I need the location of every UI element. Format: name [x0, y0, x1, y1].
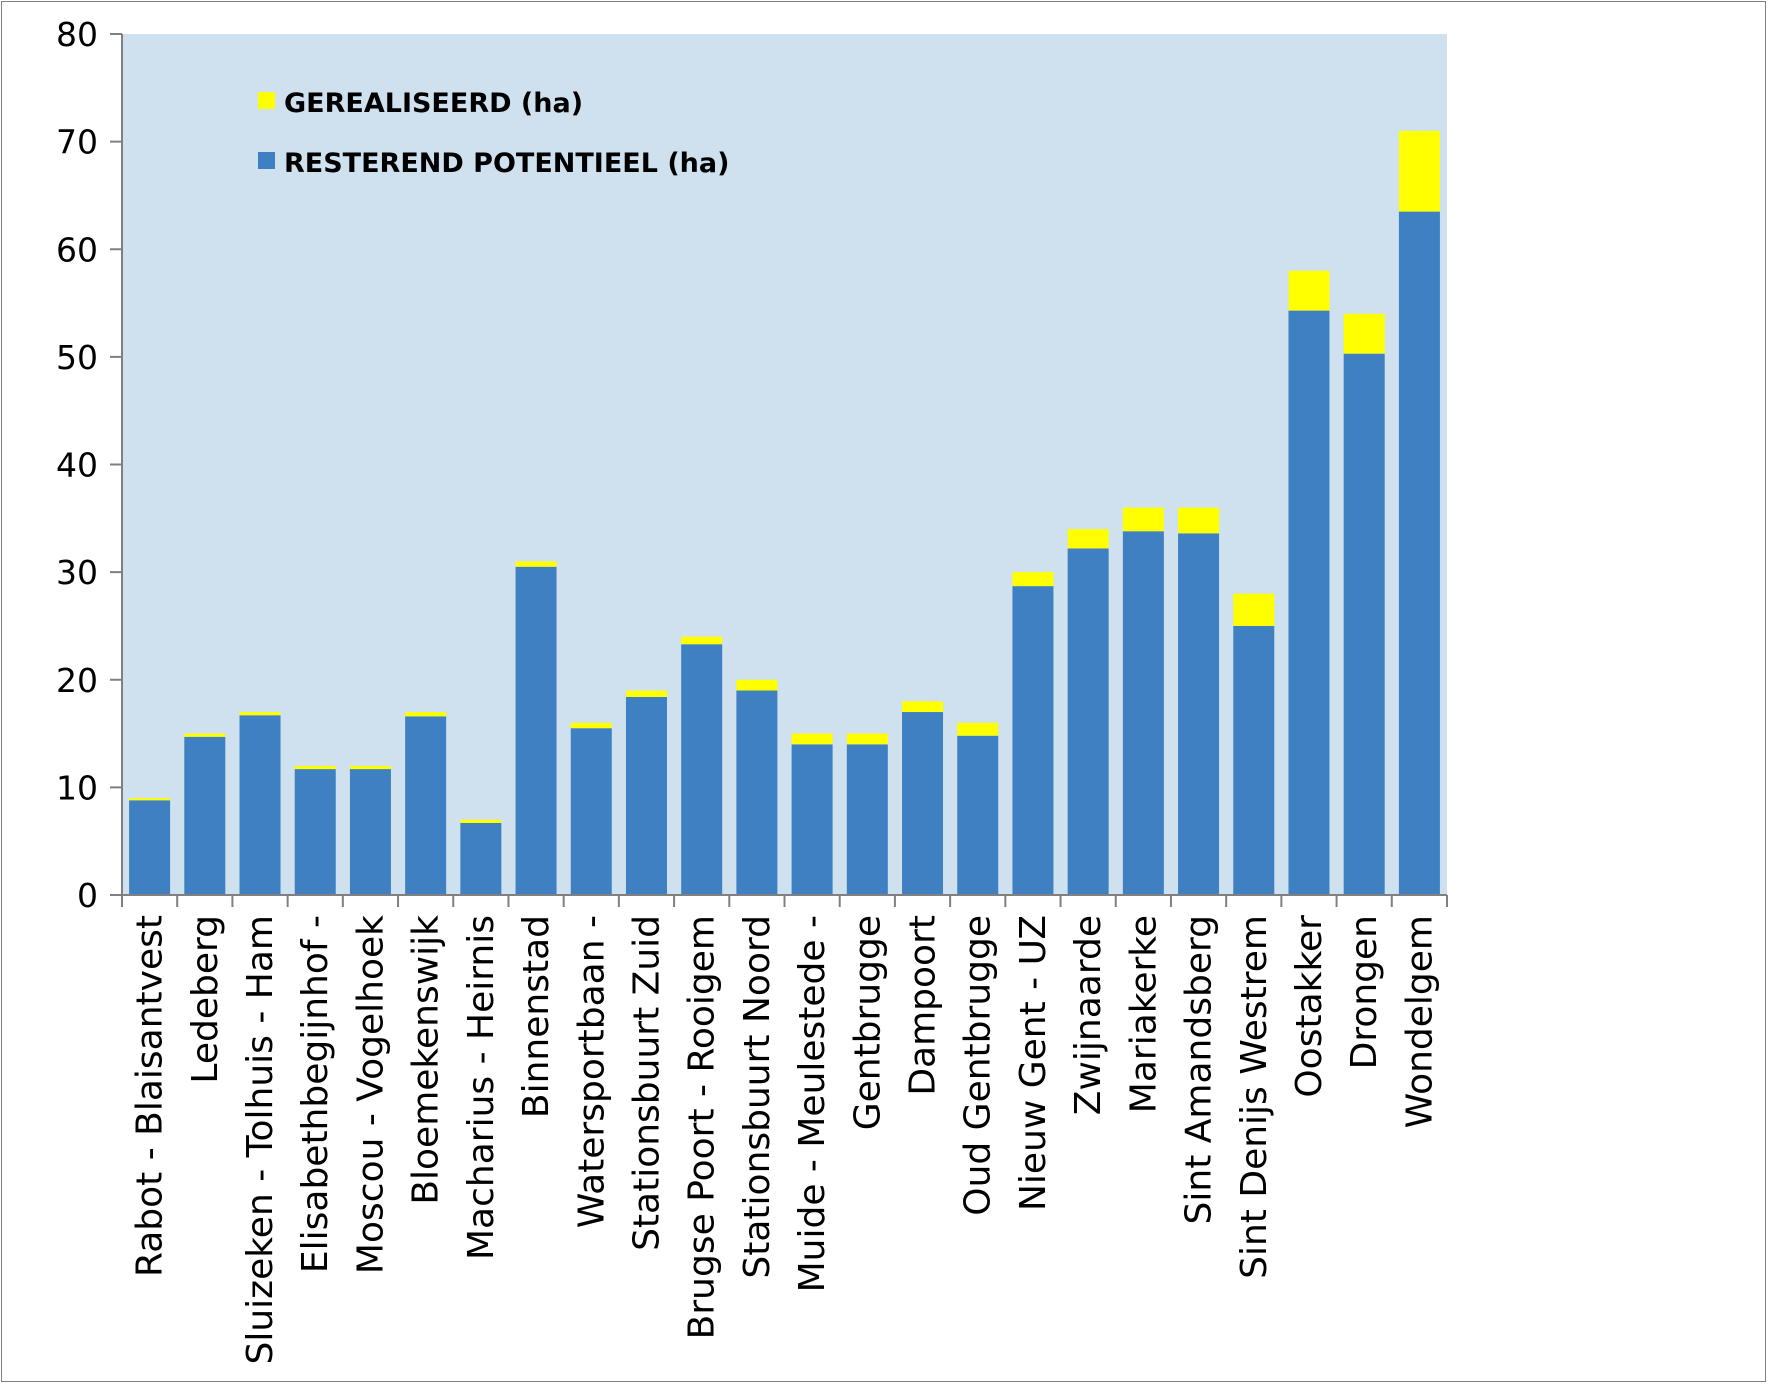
x-tick-label-23: Wondelgem	[1399, 915, 1440, 1128]
bar-resterend-1	[184, 736, 226, 895]
x-tick-label-1: Ledeberg	[185, 915, 226, 1084]
bar-resterend-21	[1288, 310, 1330, 896]
y-tick-label-6: 60	[56, 230, 98, 269]
bar-gerealiseerd-7	[515, 561, 557, 567]
bar-gerealiseerd-6	[460, 819, 502, 823]
bar-resterend-9	[625, 696, 667, 895]
x-tick-label-15: Oud Gentbrugge	[958, 915, 999, 1216]
x-tick-label-22: Drongen	[1344, 915, 1385, 1069]
bar-gerealiseerd-5	[405, 712, 447, 717]
y-tick-label-4: 40	[56, 446, 98, 485]
bar-gerealiseerd-14	[902, 701, 944, 713]
bar-resterend-2	[239, 715, 281, 895]
bar-resterend-20	[1233, 625, 1275, 895]
x-tick-label-10: Brugse Poort - Rooigem	[682, 915, 723, 1339]
bar-resterend-23	[1398, 211, 1440, 895]
bar-resterend-6	[460, 822, 502, 895]
bar-resterend-13	[846, 744, 888, 895]
bar-gerealiseerd-0	[129, 798, 171, 801]
bar-resterend-11	[736, 690, 778, 895]
y-tick-label-3: 30	[56, 553, 98, 592]
bar-resterend-8	[570, 728, 612, 895]
x-tick-label-12: Muide - Meulestede -	[792, 915, 833, 1292]
x-tick-label-21: Oostakker	[1289, 915, 1330, 1098]
x-tick-label-5: Bloemekenswijk	[406, 915, 447, 1205]
bar-resterend-14	[902, 712, 944, 895]
x-tick-label-4: Moscou - Vogelhoek	[350, 915, 391, 1274]
x-tick-label-6: Macharius - Heirnis	[461, 915, 502, 1260]
x-tick-label-11: Stationsbuurt Noord	[737, 915, 778, 1279]
bar-gerealiseerd-17	[1067, 529, 1109, 549]
y-tick-label-7: 70	[56, 123, 98, 162]
bar-resterend-22	[1343, 353, 1385, 895]
bar-gerealiseerd-1	[184, 733, 226, 737]
x-tick-label-19: Sint Amandsberg	[1179, 915, 1220, 1224]
bar-resterend-5	[405, 716, 447, 895]
y-tick-label-0: 0	[77, 876, 98, 915]
legend-swatch-1	[258, 152, 275, 169]
bar-resterend-17	[1067, 548, 1109, 895]
bar-resterend-10	[681, 644, 723, 895]
bar-gerealiseerd-16	[1012, 572, 1054, 587]
x-tick-label-13: Gentbrugge	[847, 915, 888, 1130]
x-tick-label-14: Dampoort	[903, 915, 944, 1096]
y-tick-label-1: 10	[56, 768, 98, 807]
bar-resterend-7	[515, 566, 557, 895]
x-tick-label-9: Stationsbuurt Zuid	[626, 915, 667, 1251]
bar-gerealiseerd-22	[1343, 313, 1385, 354]
bar-gerealiseerd-13	[846, 733, 888, 745]
x-tick-label-20: Sint Denijs Westrem	[1234, 915, 1275, 1279]
bar-gerealiseerd-10	[681, 636, 723, 645]
bar-gerealiseerd-12	[791, 733, 833, 745]
x-tick-label-3: Elisabethbegijnhof -	[295, 915, 336, 1273]
legend-swatch-0	[258, 92, 275, 109]
x-tick-label-17: Zwijnaarde	[1068, 915, 1109, 1115]
bar-gerealiseerd-21	[1288, 270, 1330, 311]
bar-gerealiseerd-8	[570, 722, 612, 729]
bar-gerealiseerd-4	[349, 765, 391, 770]
bar-resterend-12	[791, 744, 833, 895]
bar-gerealiseerd-19	[1178, 507, 1220, 534]
bar-resterend-18	[1122, 531, 1164, 895]
bar-gerealiseerd-2	[239, 712, 281, 716]
x-tick-label-7: Binnenstad	[516, 915, 557, 1118]
plot-area	[122, 34, 1447, 895]
bar-resterend-0	[129, 800, 171, 895]
bar-resterend-3	[294, 769, 336, 895]
x-tick-labels: Rabot - Blaisantvest Ledeberg Sluizeken - …	[130, 915, 1441, 1365]
bar-resterend-15	[957, 735, 999, 895]
x-tick-label-2: Sluizeken - Tolhuis - Ham	[240, 915, 281, 1365]
bar-gerealiseerd-18	[1122, 507, 1164, 532]
x-tick-label-16: Nieuw Gent - UZ	[1013, 915, 1054, 1211]
legend-label-0: GEREALISEERD (ha)	[284, 88, 583, 119]
bar-gerealiseerd-3	[294, 765, 336, 770]
x-tick-label-18: Mariakerke	[1123, 915, 1164, 1113]
y-tick-label-5: 50	[56, 338, 98, 377]
bar-resterend-19	[1178, 533, 1220, 895]
bars-group	[129, 130, 1440, 896]
legend-label-1: RESTEREND POTENTIEEL (ha)	[284, 148, 729, 179]
bar-gerealiseerd-20	[1233, 593, 1275, 626]
x-tick-label-0: Rabot - Blaisantvest	[130, 915, 171, 1277]
bar-gerealiseerd-23	[1398, 130, 1440, 212]
bar-gerealiseerd-11	[736, 679, 778, 691]
bar-resterend-4	[349, 769, 391, 895]
x-tick-label-8: Watersportbaan -	[571, 915, 612, 1228]
bar-resterend-16	[1012, 586, 1054, 895]
legend: GEREALISEERD (ha) RESTEREND POTENTIEEL (h…	[258, 88, 729, 179]
y-tick-label-8: 80	[56, 15, 98, 54]
axes-group	[110, 33, 1448, 907]
bar-gerealiseerd-15	[957, 722, 999, 736]
y-tick-labels: 0 10 20 30 40 50 60 70 80	[56, 15, 98, 915]
y-tick-label-2: 20	[56, 661, 98, 700]
bar-gerealiseerd-9	[625, 690, 667, 697]
